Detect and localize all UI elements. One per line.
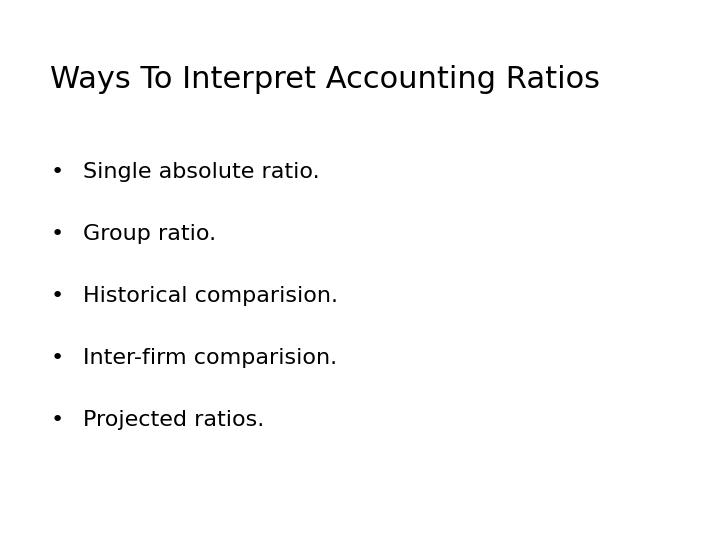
Text: Inter-firm comparision.: Inter-firm comparision. <box>83 348 337 368</box>
Text: Group ratio.: Group ratio. <box>83 224 216 244</box>
Text: Historical comparision.: Historical comparision. <box>83 286 338 306</box>
Text: Ways To Interpret Accounting Ratios: Ways To Interpret Accounting Ratios <box>50 65 600 94</box>
Text: •: • <box>50 286 63 306</box>
Text: Projected ratios.: Projected ratios. <box>83 410 264 430</box>
Text: •: • <box>50 162 63 182</box>
Text: •: • <box>50 410 63 430</box>
Text: •: • <box>50 348 63 368</box>
Text: Single absolute ratio.: Single absolute ratio. <box>83 162 320 182</box>
Text: •: • <box>50 224 63 244</box>
